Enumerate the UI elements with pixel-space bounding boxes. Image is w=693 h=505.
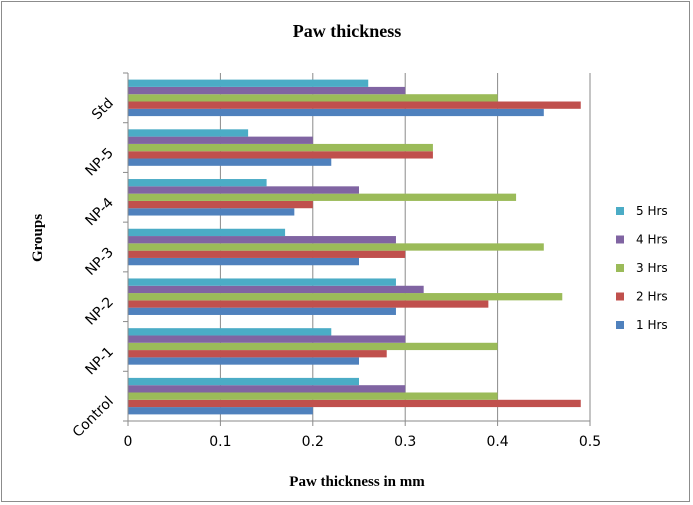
legend-swatch-2-hrs <box>616 292 624 301</box>
legend-swatch-3-hrs <box>616 264 624 272</box>
bar-np-2-1-hrs <box>128 307 396 315</box>
x-tick-label: 0.4 <box>486 434 508 450</box>
bar-std-5-hrs <box>128 79 369 87</box>
y-tick-label-np-4: NP-4 <box>82 195 116 229</box>
legend-swatch-1-hrs <box>616 321 624 329</box>
legend: 5 Hrs 4 Hrs 3 Hrs 2 Hrs 1 Hrs <box>616 204 668 332</box>
x-tick-label: 0 <box>124 434 133 450</box>
bar-np-3-4-hrs <box>128 236 396 244</box>
bar-std-4-hrs <box>128 86 406 95</box>
y-tick-label-control: Control <box>70 394 117 441</box>
bar-control-2-hrs <box>128 399 581 408</box>
legend-swatch-4-hrs <box>616 235 624 244</box>
bar-np-1-5-hrs <box>128 328 332 336</box>
bar-std-3-hrs <box>128 94 498 102</box>
bar-np-2-2-hrs <box>128 300 489 308</box>
bar-np-4-3-hrs <box>128 193 517 201</box>
bar-np-3-2-hrs <box>128 250 406 258</box>
legend-label-5-hrs: 5 Hrs <box>636 204 668 218</box>
bar-np-4-1-hrs <box>128 208 295 216</box>
y-axis-title: Groups <box>30 214 46 262</box>
legend-label-4-hrs: 4 Hrs <box>636 233 668 247</box>
x-tick-label: 0.1 <box>209 434 231 450</box>
bar-control-5-hrs <box>128 377 359 386</box>
bar-np-1-4-hrs <box>128 335 406 343</box>
bar-np-4-4-hrs <box>128 186 359 194</box>
chart-title: Paw thickness <box>293 21 402 41</box>
legend-label-2-hrs: 2 Hrs <box>636 290 668 304</box>
bar-np-1-2-hrs <box>128 350 387 358</box>
x-tick-label: 0.2 <box>302 434 324 450</box>
x-tick-label: 0.3 <box>394 434 416 450</box>
x-axis-title: Paw thickness in mm <box>289 474 425 490</box>
y-tick-label-np-2: NP-2 <box>82 294 116 328</box>
bars <box>128 79 581 415</box>
bar-np-5-2-hrs <box>128 151 433 159</box>
bar-np-3-3-hrs <box>128 243 544 251</box>
legend-swatch-5-hrs <box>616 207 624 215</box>
bar-control-1-hrs <box>128 407 313 415</box>
y-tick-label-np-1: NP-1 <box>82 344 116 378</box>
bar-np-3-1-hrs <box>128 257 359 266</box>
bar-np-1-3-hrs <box>128 342 498 351</box>
y-tick-label-std: Std <box>89 95 117 123</box>
bar-np-4-2-hrs <box>128 200 313 209</box>
bar-std-2-hrs <box>128 101 581 109</box>
bar-std-1-hrs <box>128 108 544 117</box>
y-tick-label-np-5: NP-5 <box>82 145 116 179</box>
bar-np-1-1-hrs <box>128 357 359 365</box>
bar-np-5-4-hrs <box>128 136 313 144</box>
bar-control-4-hrs <box>128 385 406 393</box>
legend-label-3-hrs: 3 Hrs <box>636 261 668 275</box>
y-tick-label-np-3: NP-3 <box>82 245 116 279</box>
bar-np-2-5-hrs <box>128 278 396 286</box>
bar-np-5-1-hrs <box>128 158 332 166</box>
bar-np-2-4-hrs <box>128 285 424 294</box>
bar-control-3-hrs <box>128 392 498 400</box>
x-tick-label: 0.5 <box>579 434 601 450</box>
bar-np-5-3-hrs <box>128 143 433 152</box>
bar-np-3-5-hrs <box>128 228 286 237</box>
bar-np-5-5-hrs <box>128 129 249 137</box>
bar-np-4-5-hrs <box>128 179 267 187</box>
bar-np-2-3-hrs <box>128 293 563 301</box>
legend-label-1-hrs: 1 Hrs <box>636 318 668 332</box>
